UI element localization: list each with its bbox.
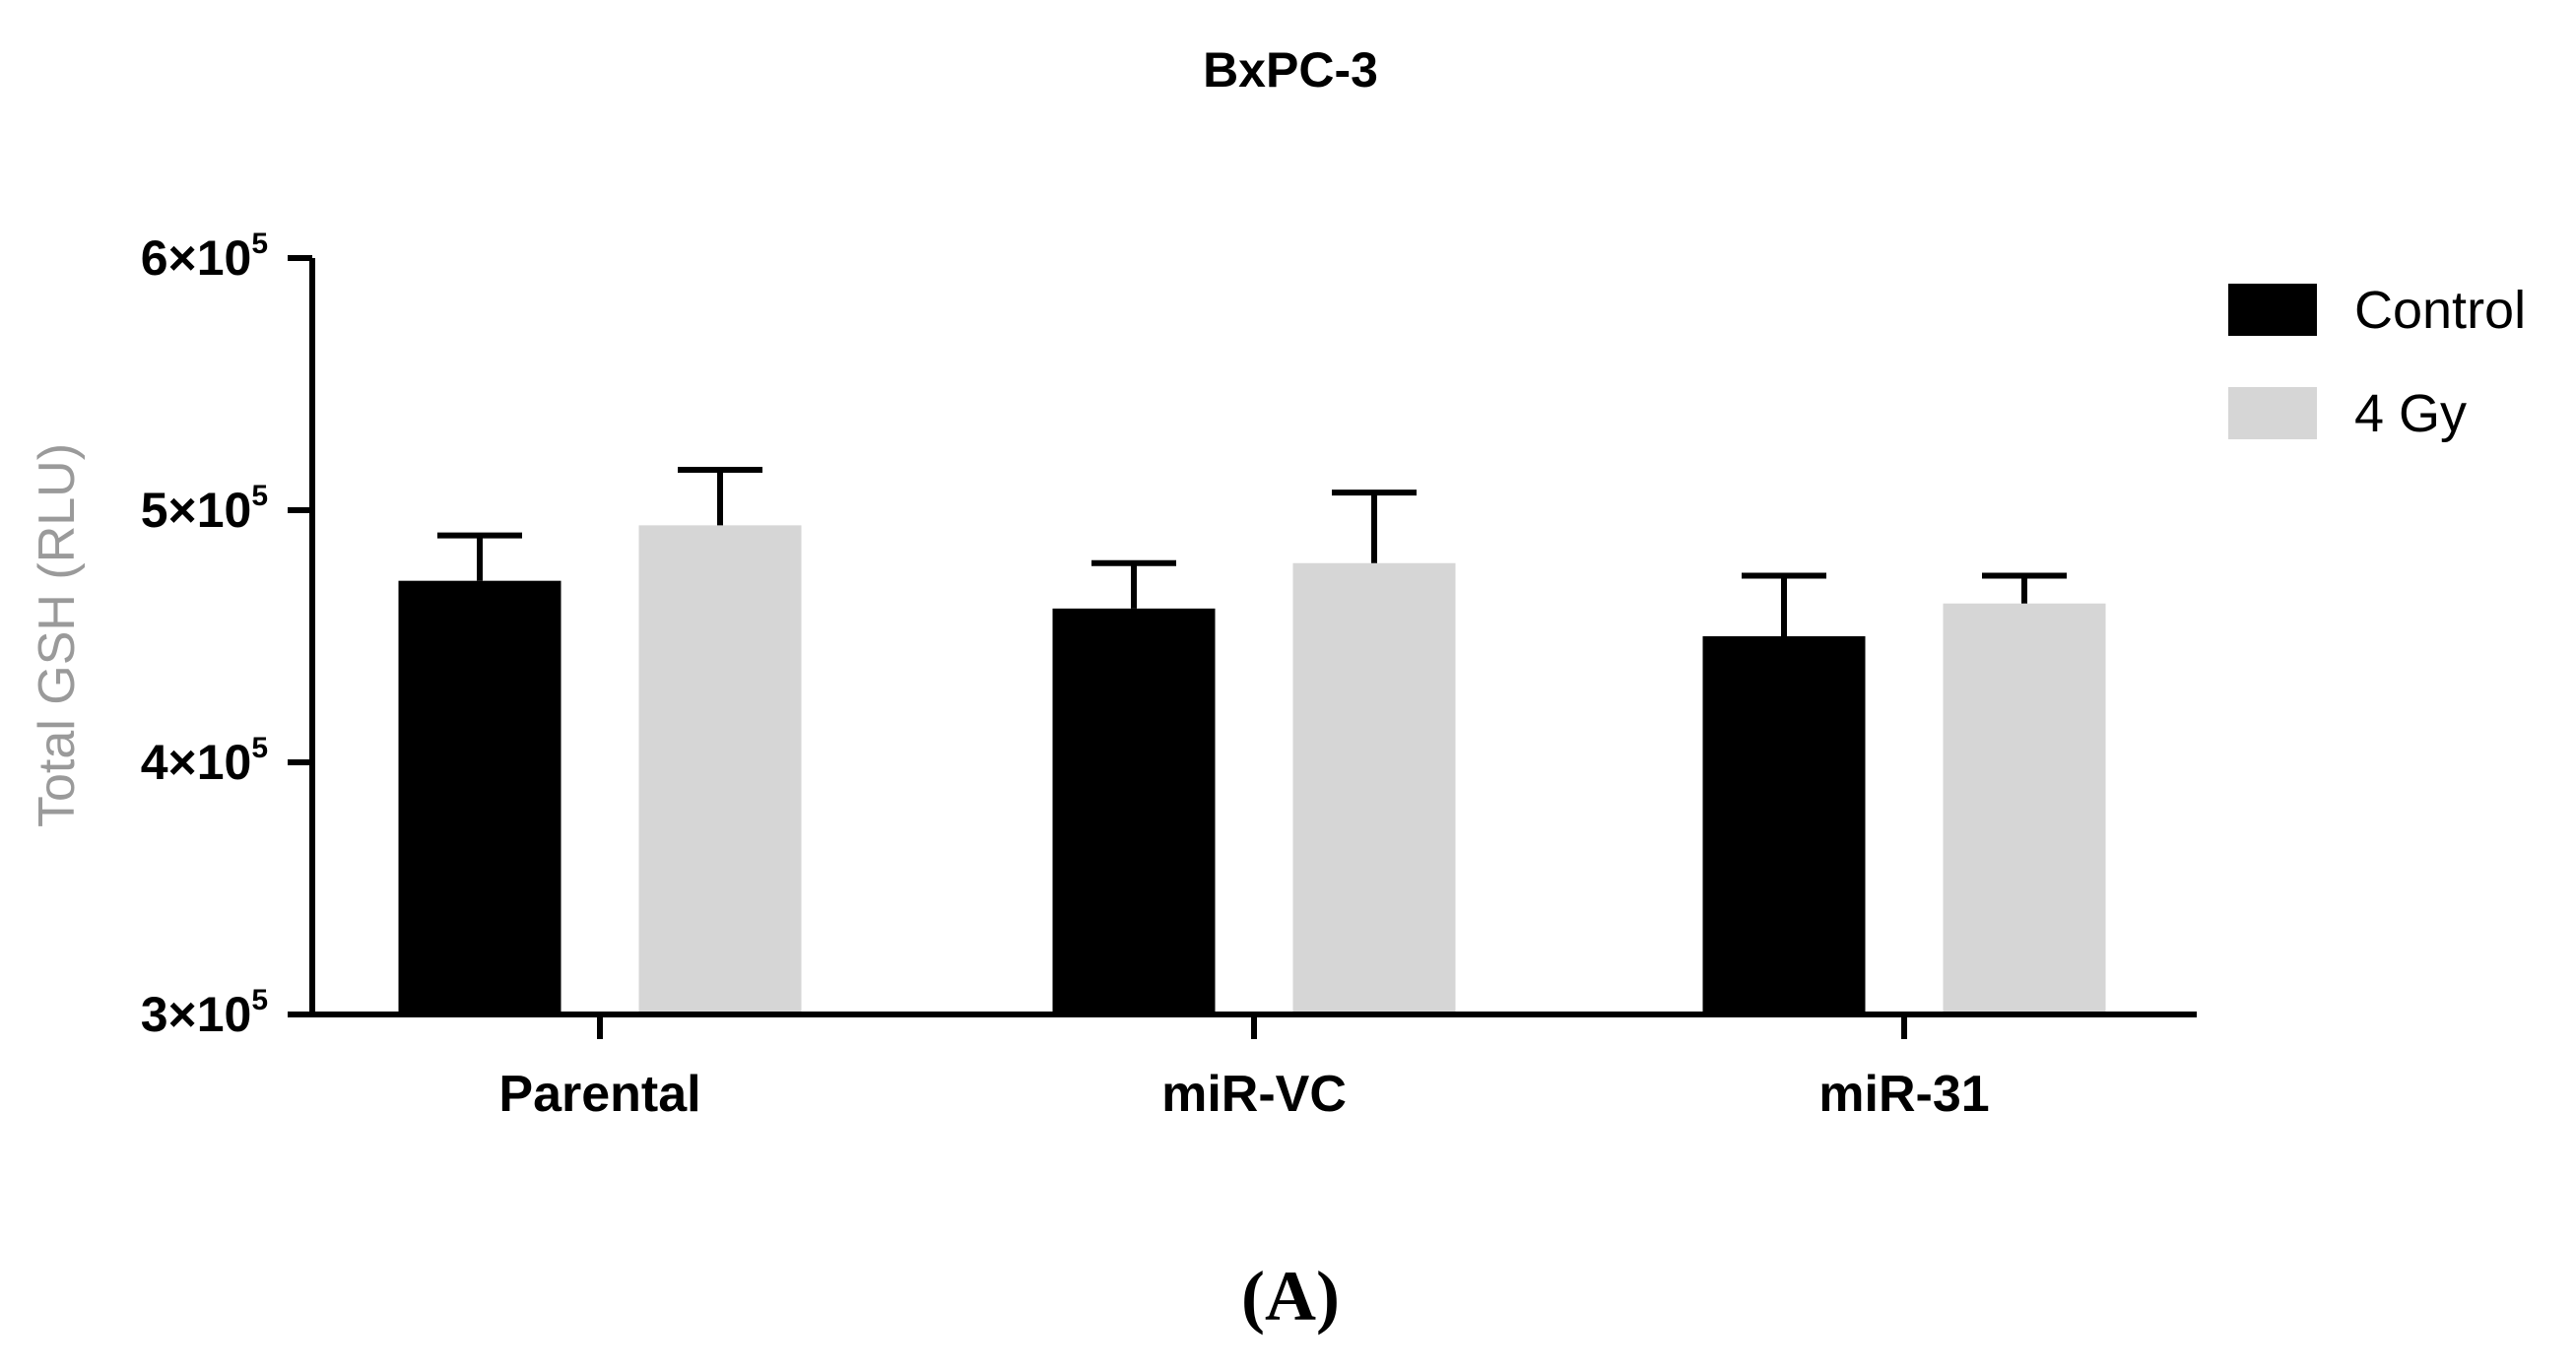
error-bar-control-mir-vc — [1091, 559, 1176, 609]
x-tick-label-parental: Parental — [498, 1066, 700, 1123]
bar-control-mir-vc — [1052, 608, 1216, 1014]
y-axis-label: Total GSH (RLU) — [29, 443, 86, 827]
bars-layer — [398, 525, 2106, 1014]
bar-4-gy-parental — [638, 525, 802, 1014]
error-bar-4-gy-mir-31 — [1982, 572, 2067, 604]
error-bar-4-gy-parental — [678, 467, 762, 526]
error-bar-4-gy-mir-vc — [1332, 490, 1417, 563]
bar-4-gy-mir-31 — [1943, 603, 2106, 1014]
y-tick-label: 4×105 — [141, 732, 268, 790]
legend-label: Control — [2354, 281, 2526, 340]
y-tick-label: 6×105 — [141, 228, 268, 286]
panel-label: (A) — [1241, 1257, 1340, 1336]
chart-title: BxPC-3 — [1203, 42, 1378, 98]
bar-4-gy-mir-vc — [1292, 562, 1456, 1014]
legend-swatch — [2228, 284, 2317, 336]
x-ticks-layer: Parental miR-VC miR-31 — [498, 1014, 1990, 1123]
legend-label: 4 Gy — [2354, 384, 2467, 443]
y-tick-label: 5×105 — [141, 480, 268, 538]
error-bar-control-parental — [437, 532, 522, 581]
y-tick-label: 3×105 — [141, 984, 268, 1042]
error-bar-control-mir-31 — [1742, 572, 1826, 636]
legend-swatch — [2228, 387, 2317, 439]
y-ticks-layer: 3×105 4×105 5×105 6×105 — [141, 228, 312, 1042]
x-tick-label-mir-31: miR-31 — [1818, 1066, 1989, 1123]
bar-control-mir-31 — [1702, 636, 1866, 1014]
bar-control-parental — [398, 580, 561, 1014]
error-bars-layer — [437, 467, 2067, 636]
legend-item-4-gy: 4 Gy — [2228, 384, 2467, 443]
x-tick-label-mir-vc: miR-VC — [1161, 1066, 1347, 1123]
legend: Control 4 Gy — [2228, 281, 2526, 443]
legend-item-control: Control — [2228, 281, 2526, 340]
